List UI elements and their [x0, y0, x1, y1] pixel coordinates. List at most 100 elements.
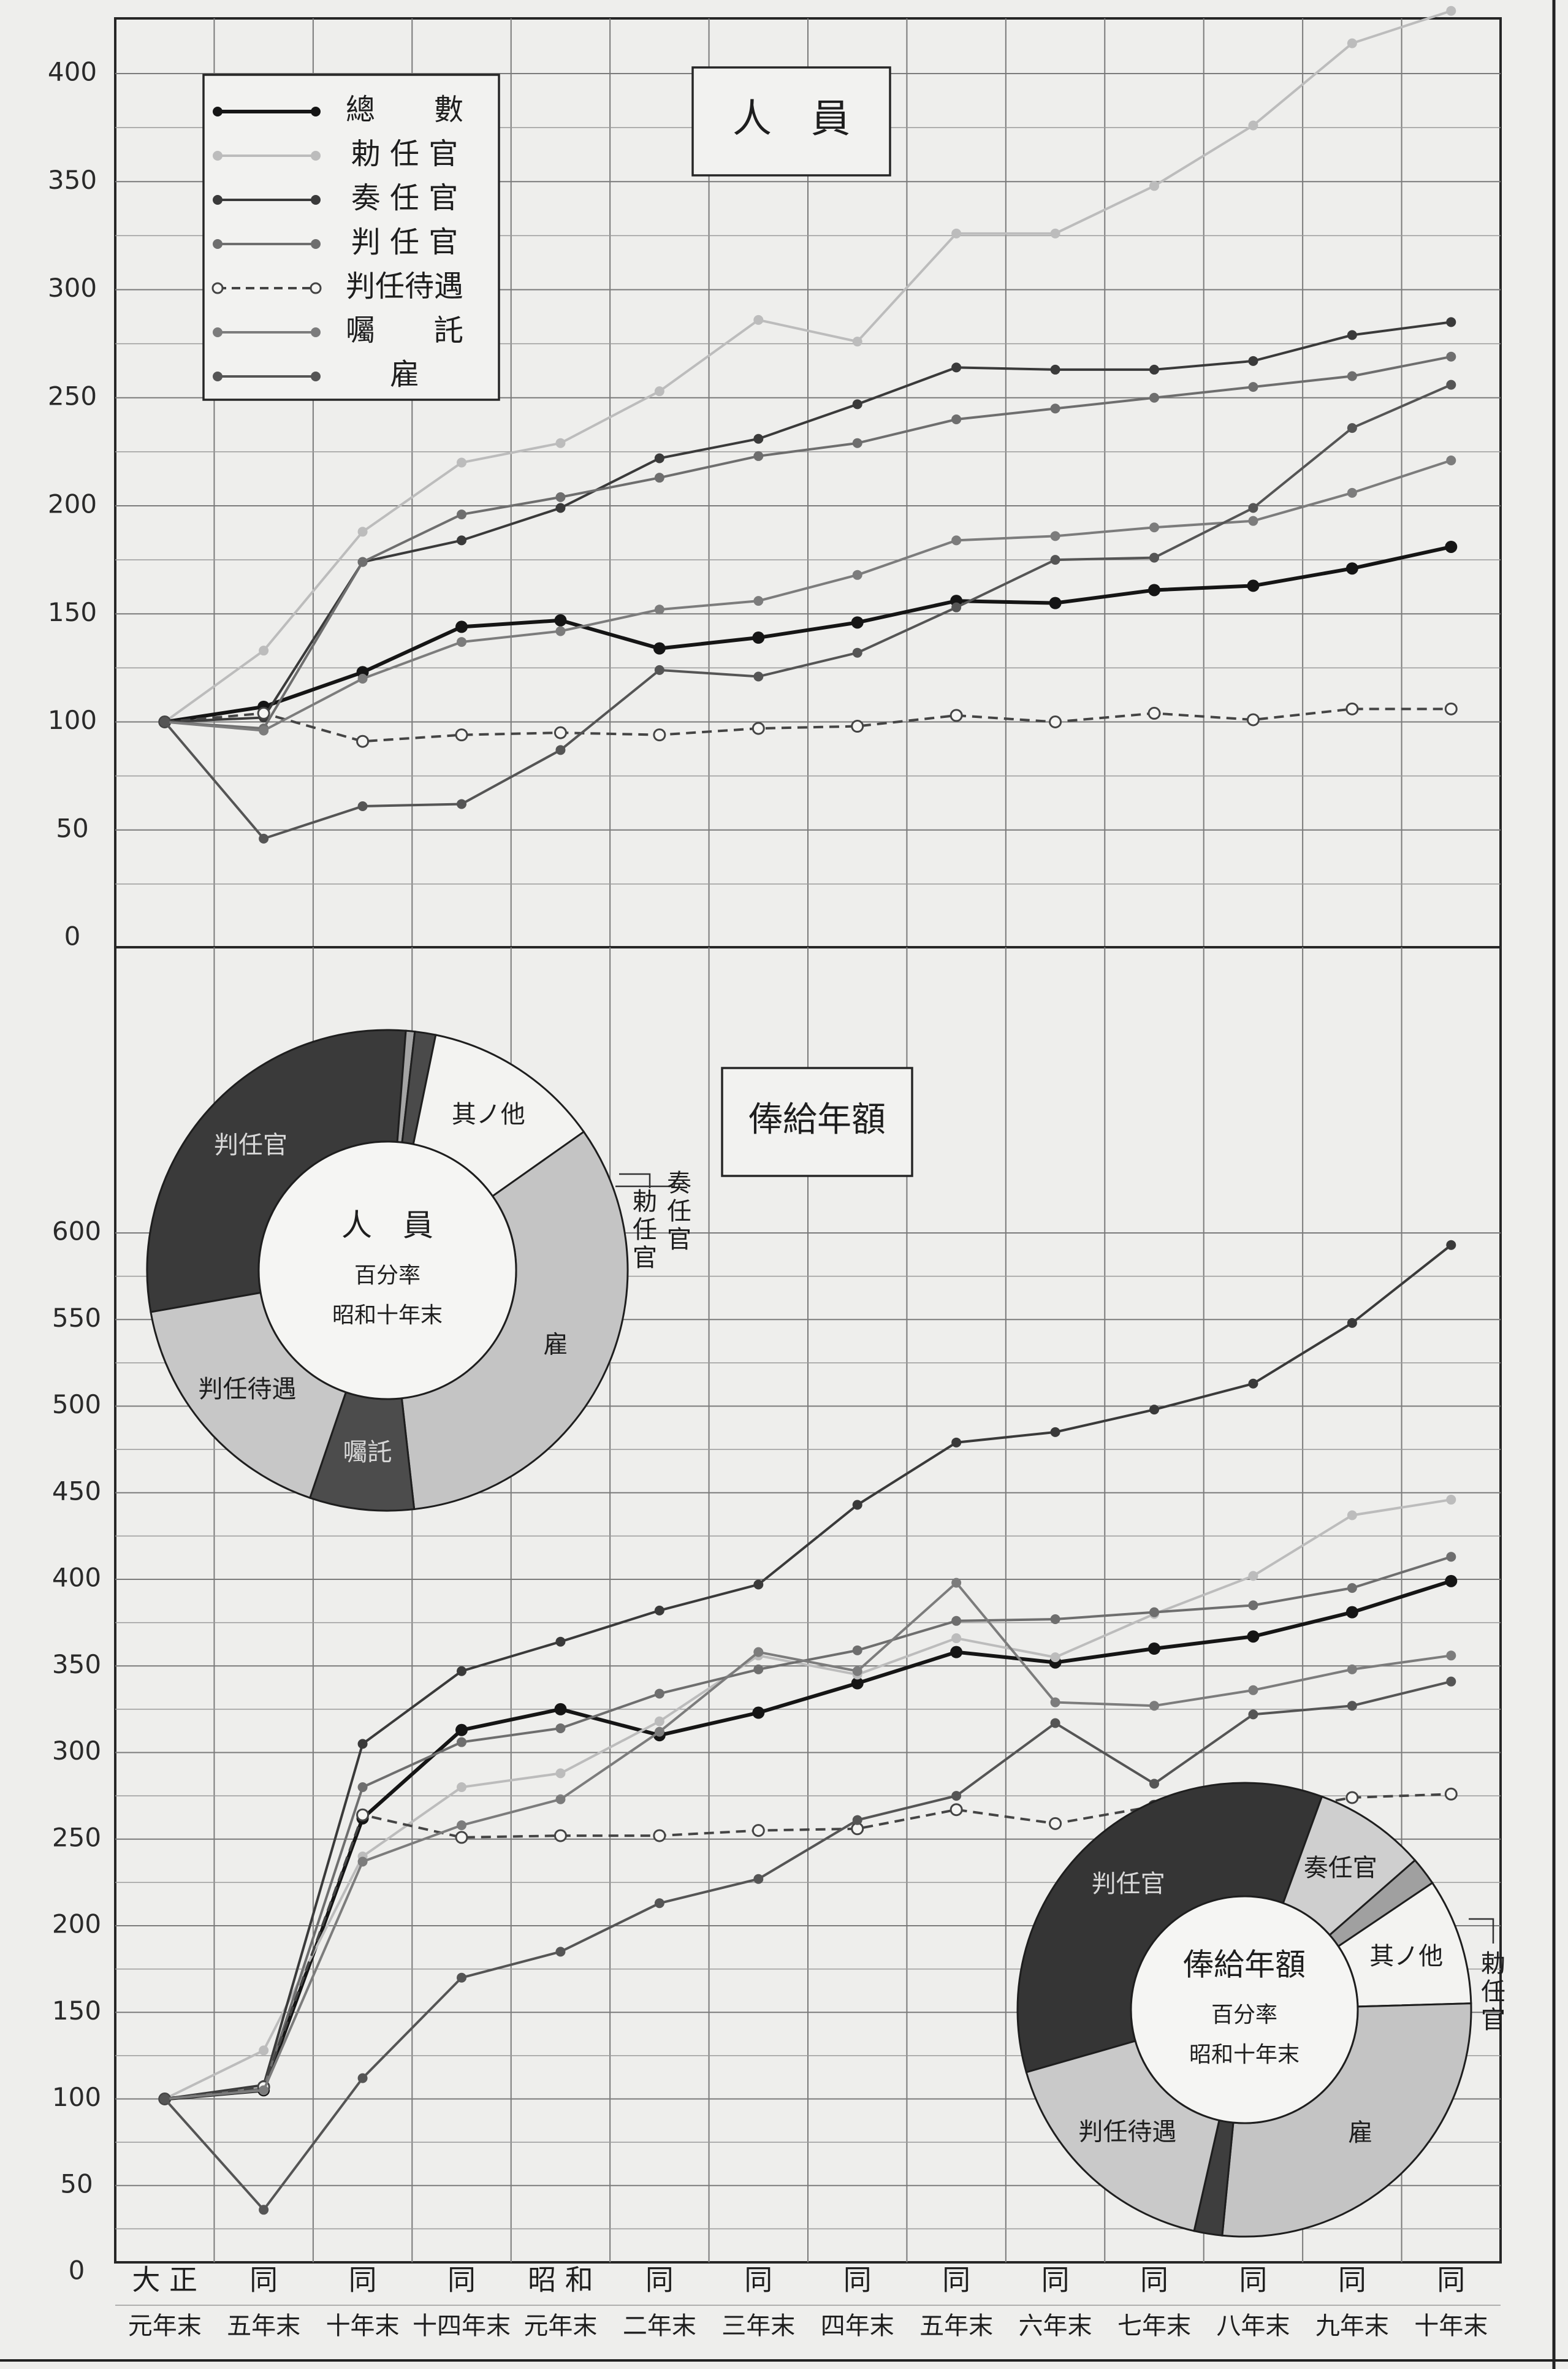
- pie-callout-glyph: 任: [633, 1216, 657, 1244]
- y-tick-label: 100: [48, 705, 97, 735]
- x-tick-label-bottom: 元年末: [128, 2312, 202, 2340]
- data-point: [356, 1808, 370, 1822]
- x-tick-label-top: 同: [1338, 2264, 1366, 2297]
- x-tick-label-top: 昭 和: [528, 2264, 593, 2297]
- series-line: [164, 9, 1452, 723]
- data-point: [554, 614, 567, 627]
- x-tick-label-bottom: 六年末: [1019, 2312, 1092, 2340]
- data-point: [654, 473, 664, 483]
- series-line: [164, 355, 1452, 730]
- data-point: [554, 1829, 567, 1842]
- legend-swatch-point: [213, 239, 223, 249]
- data-point: [1248, 1709, 1258, 1720]
- data-point: [951, 1616, 962, 1626]
- y-tick-label: 50: [56, 813, 88, 843]
- data-point: [457, 637, 466, 647]
- data-point: [951, 414, 962, 424]
- data-point: [1247, 1630, 1260, 1643]
- x-tick-label-top: 同: [1437, 2264, 1465, 2297]
- y-tick-label: 300: [52, 1736, 101, 1766]
- data-point: [1446, 1650, 1456, 1661]
- y-tick-label: 50: [60, 2169, 93, 2199]
- pie-title: 人 員: [341, 1208, 433, 1243]
- data-point: [951, 602, 962, 612]
- data-point: [1446, 317, 1456, 327]
- x-tick-label-top: 同: [349, 2264, 377, 2297]
- legend-label: 總 數: [346, 93, 463, 127]
- pie-title: 俸給年額: [1183, 1947, 1306, 1983]
- pie-subtitle: 百分率: [354, 1263, 421, 1288]
- data-point: [1246, 713, 1260, 727]
- data-point: [753, 596, 764, 606]
- data-point: [1446, 351, 1456, 362]
- series-line: [164, 1793, 1452, 2100]
- series-6: [159, 1577, 1456, 2104]
- data-point: [951, 1633, 962, 1644]
- data-point: [654, 453, 664, 464]
- pie-slice-label: 雇: [544, 1330, 568, 1359]
- pie-callout-leader: [1469, 1918, 1494, 1944]
- x-tick-label-bottom: 四年末: [821, 2312, 894, 2340]
- data-point: [455, 728, 468, 742]
- x-tick-label-top: 同: [942, 2264, 970, 2297]
- legend-swatch-point: [213, 151, 223, 161]
- pie-callout-glyph: 官: [1481, 2006, 1505, 2034]
- data-point: [457, 1820, 466, 1831]
- data-point: [1345, 1791, 1359, 1804]
- data-point: [1347, 38, 1357, 48]
- y-tick-label: 0: [64, 921, 81, 952]
- data-point: [852, 647, 862, 658]
- x-tick-label-bottom: 五年末: [919, 2312, 993, 2340]
- data-point: [555, 492, 566, 502]
- chart-title-box: [691, 66, 891, 177]
- data-point: [555, 626, 566, 636]
- data-point: [753, 1664, 764, 1674]
- data-point: [753, 1874, 764, 1884]
- legend-swatch-point: [213, 372, 223, 381]
- legend-swatch-point: [311, 151, 321, 161]
- data-point: [1050, 1614, 1060, 1624]
- x-tick-label-top: 大 正: [132, 2264, 197, 2297]
- x-tick-label-bottom: 十四年末: [413, 2312, 511, 2340]
- data-point: [654, 1898, 664, 1909]
- y-tick-label: 200: [48, 489, 97, 519]
- data-point: [455, 620, 468, 633]
- legend-box: [202, 74, 500, 401]
- pie-callout-leader: [619, 1173, 651, 1188]
- pie-callout-glyph: 官: [633, 1244, 657, 1272]
- x-tick-label-top: 同: [447, 2264, 476, 2297]
- legend-swatch-point: [311, 195, 321, 205]
- data-point: [1248, 356, 1258, 366]
- data-point: [259, 646, 269, 656]
- x-tick-label-bottom: 二年末: [623, 2312, 696, 2340]
- data-point: [1446, 1552, 1456, 1562]
- data-point: [654, 386, 664, 397]
- data-point: [752, 1824, 765, 1837]
- data-point: [1247, 579, 1260, 592]
- series-6: [159, 455, 1456, 736]
- pie-callout-label: 勅任官: [633, 1188, 657, 1272]
- data-point: [654, 1726, 664, 1737]
- data-point: [654, 605, 664, 615]
- data-point: [457, 1782, 466, 1792]
- pie-slice-label: 囑託: [343, 1438, 392, 1467]
- data-point: [753, 1647, 764, 1657]
- data-point: [555, 1768, 566, 1779]
- pie-callout-label: 奏任官: [667, 1169, 691, 1254]
- data-point: [1347, 1510, 1357, 1520]
- legend-swatch-point: [211, 282, 224, 294]
- data-point: [1248, 516, 1258, 526]
- data-point: [653, 642, 666, 655]
- y-tick-label: 400: [48, 57, 97, 87]
- data-point: [1446, 1495, 1456, 1505]
- data-point: [1050, 1697, 1060, 1707]
- data-point: [1248, 503, 1258, 513]
- data-point: [1149, 1701, 1159, 1711]
- x-axis-labels: 大 正同同同昭 和同同同同同同同同同元年末 五年末 十年末 十四年末 元年末 二年末 三年末…: [115, 2264, 1501, 2340]
- series-2: [159, 1495, 1456, 2104]
- data-point: [357, 801, 368, 811]
- data-point: [852, 399, 862, 410]
- data-point: [951, 228, 962, 238]
- data-point: [1149, 552, 1159, 563]
- data-point: [257, 706, 270, 720]
